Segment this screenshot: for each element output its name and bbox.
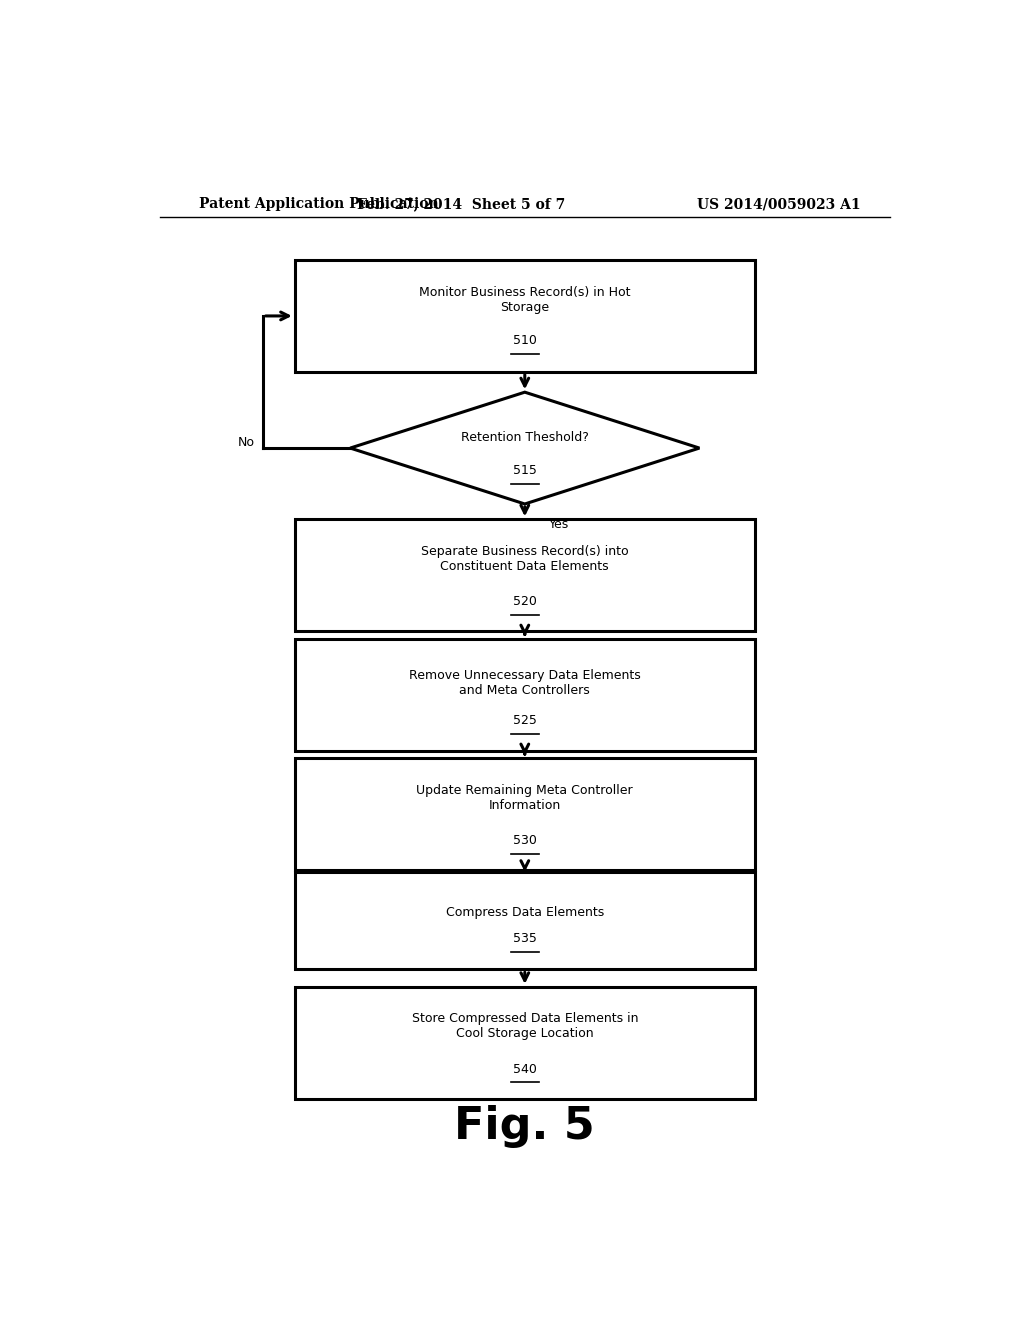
Text: Patent Application Publication: Patent Application Publication: [200, 197, 439, 211]
Text: 525: 525: [513, 714, 537, 727]
Text: 515: 515: [513, 463, 537, 477]
Text: Feb. 27, 2014  Sheet 5 of 7: Feb. 27, 2014 Sheet 5 of 7: [357, 197, 565, 211]
Text: 540: 540: [513, 1063, 537, 1076]
FancyBboxPatch shape: [295, 987, 755, 1098]
Text: 520: 520: [513, 595, 537, 609]
Text: Update Remaining Meta Controller
Information: Update Remaining Meta Controller Informa…: [417, 784, 633, 812]
Text: 510: 510: [513, 334, 537, 347]
Text: 535: 535: [513, 932, 537, 945]
Text: Remove Unnecessary Data Elements
and Meta Controllers: Remove Unnecessary Data Elements and Met…: [409, 669, 641, 697]
Text: Store Compressed Data Elements in
Cool Storage Location: Store Compressed Data Elements in Cool S…: [412, 1012, 638, 1040]
FancyBboxPatch shape: [295, 260, 755, 372]
Text: Compress Data Elements: Compress Data Elements: [445, 906, 604, 919]
Text: Retention Theshold?: Retention Theshold?: [461, 432, 589, 445]
FancyBboxPatch shape: [295, 873, 755, 969]
Text: No: No: [238, 437, 255, 450]
FancyBboxPatch shape: [295, 519, 755, 631]
Text: 530: 530: [513, 834, 537, 847]
Polygon shape: [350, 392, 699, 504]
Text: Fig. 5: Fig. 5: [455, 1105, 595, 1147]
Text: Monitor Business Record(s) in Hot
Storage: Monitor Business Record(s) in Hot Storag…: [419, 285, 631, 314]
FancyBboxPatch shape: [295, 758, 755, 870]
Text: Yes: Yes: [549, 517, 569, 531]
Text: US 2014/0059023 A1: US 2014/0059023 A1: [697, 197, 860, 211]
Text: Separate Business Record(s) into
Constituent Data Elements: Separate Business Record(s) into Constit…: [421, 545, 629, 573]
FancyBboxPatch shape: [295, 639, 755, 751]
